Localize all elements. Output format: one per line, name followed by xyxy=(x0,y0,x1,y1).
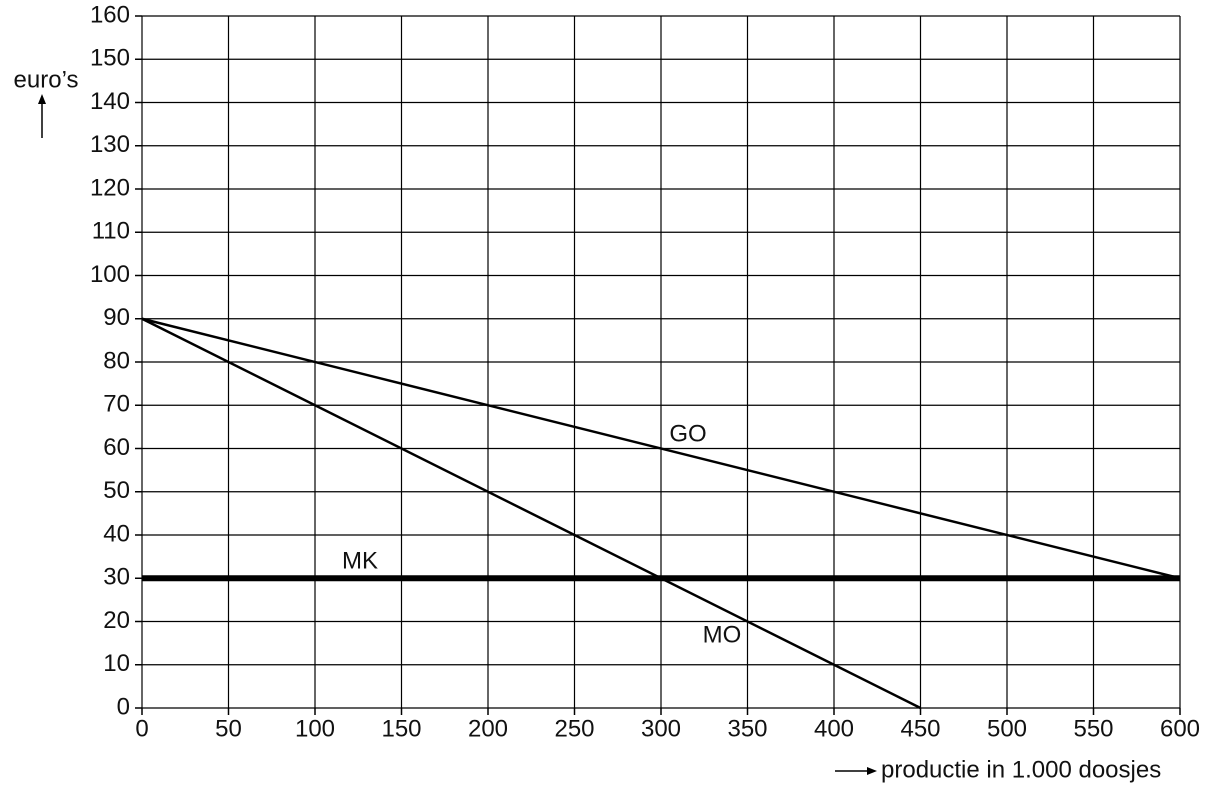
x-arrow-head xyxy=(867,767,877,775)
y-tick-label: 40 xyxy=(103,520,130,547)
x-tick-label: 200 xyxy=(468,715,508,742)
line-label: MK xyxy=(342,547,378,574)
y-tick-label: 30 xyxy=(103,564,130,591)
x-tick-label: 400 xyxy=(814,715,854,742)
y-tick-label: 0 xyxy=(117,693,130,720)
y-tick-label: 10 xyxy=(103,650,130,677)
y-tick-label: 120 xyxy=(90,174,130,201)
y-tick-label: 100 xyxy=(90,261,130,288)
x-tick-label: 350 xyxy=(727,715,767,742)
x-tick-label: 600 xyxy=(1160,715,1200,742)
y-tick-label: 140 xyxy=(90,88,130,115)
x-axis-label: productie in 1.000 doosjes xyxy=(881,756,1161,783)
y-tick-label: 150 xyxy=(90,45,130,72)
y-tick-label: 110 xyxy=(92,218,130,245)
y-tick-label: 60 xyxy=(103,434,130,461)
y-arrow-head xyxy=(38,94,46,104)
x-tick-label: 150 xyxy=(381,715,421,742)
y-tick-label: 80 xyxy=(103,347,130,374)
y-tick-label: 130 xyxy=(90,131,130,158)
series-line xyxy=(141,317,1181,580)
line-label: GO xyxy=(669,420,706,447)
y-tick-label: 90 xyxy=(103,304,130,331)
x-tick-label: 250 xyxy=(554,715,594,742)
x-tick-label: 300 xyxy=(641,715,681,742)
y-tick-label: 70 xyxy=(103,391,130,418)
y-tick-label: 50 xyxy=(103,477,130,504)
x-tick-label: 450 xyxy=(900,715,940,742)
x-tick-label: 500 xyxy=(987,715,1027,742)
x-tick-label: 0 xyxy=(135,715,148,742)
y-tick-label: 160 xyxy=(90,1,130,28)
line-label: MO xyxy=(703,621,742,648)
series-line xyxy=(141,317,922,710)
x-tick-label: 100 xyxy=(295,715,335,742)
y-tick-label: 20 xyxy=(103,607,130,634)
x-tick-label: 50 xyxy=(215,715,242,742)
x-tick-label: 550 xyxy=(1073,715,1113,742)
y-axis-label: euro’s xyxy=(14,66,79,93)
